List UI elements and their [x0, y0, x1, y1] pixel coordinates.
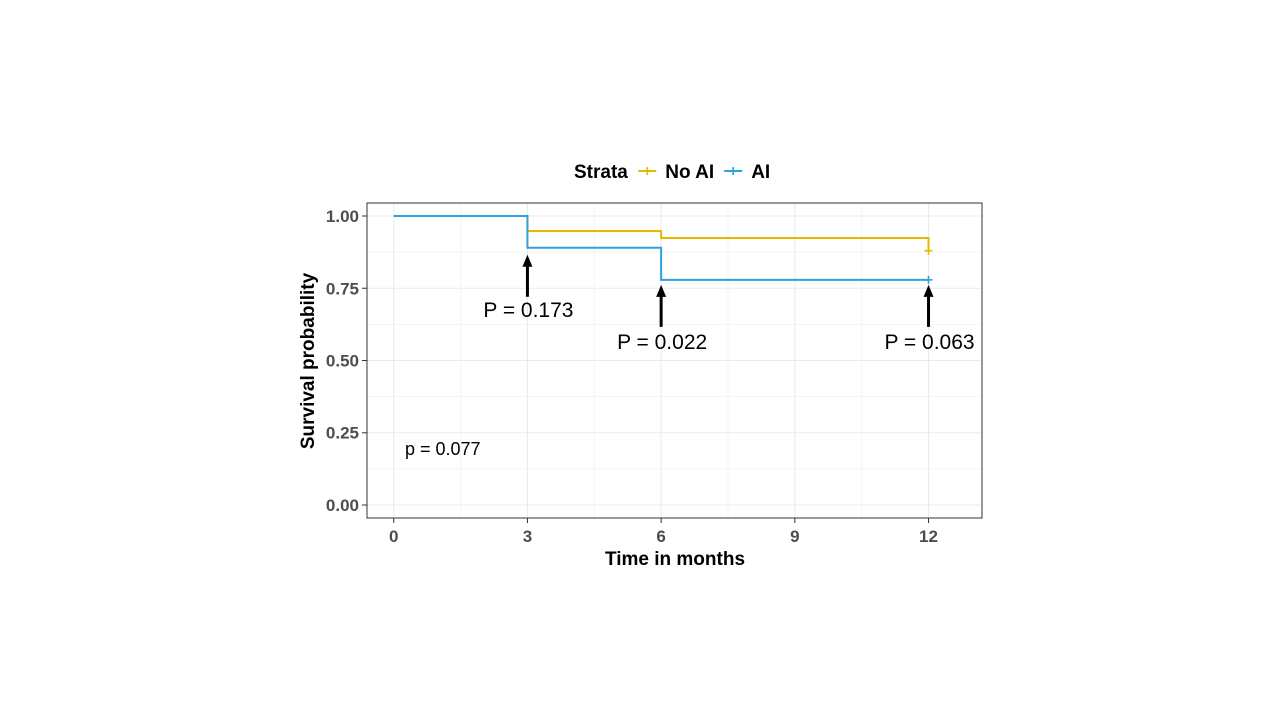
- x-tick-label: 9: [790, 527, 799, 546]
- x-axis: 0 3 6 9 12: [389, 518, 938, 546]
- annotation-label: P = 0.173: [483, 299, 573, 322]
- annotation-arrow: [656, 284, 667, 327]
- grid-major: [367, 203, 982, 518]
- x-tick-label: 6: [656, 527, 665, 546]
- y-axis: 0.00 0.25 0.50 0.75 1.00: [326, 207, 367, 515]
- annotation-arrow: [522, 254, 533, 297]
- y-tick-label: 0.50: [326, 352, 359, 371]
- legend-label: No AI: [665, 162, 714, 183]
- censor-mark: [924, 275, 933, 284]
- grid-minor: [367, 203, 982, 518]
- y-tick-label: 0.00: [326, 496, 359, 515]
- x-tick-label: 0: [389, 527, 398, 546]
- legend-label: AI: [751, 162, 770, 183]
- y-tick-label: 1.00: [326, 207, 359, 226]
- x-tick-label: 3: [523, 527, 532, 546]
- y-tick-label: 0.25: [326, 424, 359, 443]
- curve-ai: [393, 215, 929, 281]
- x-tick-label: 12: [919, 527, 938, 546]
- annotation-arrow: [923, 284, 934, 327]
- overall-pvalue: p = 0.077: [405, 439, 481, 459]
- legend-item: No AI: [638, 162, 714, 183]
- annotation-label: P = 0.022: [617, 331, 707, 354]
- y-axis-title: Survival probability: [298, 272, 319, 449]
- legend: Strata No AI AI: [574, 162, 770, 183]
- legend-item: AI: [724, 162, 770, 183]
- annotation-arrows: P = 0.173 P = 0.022 P = 0.063: [483, 254, 975, 354]
- y-tick-label: 0.75: [326, 279, 359, 298]
- censor-mark: [924, 246, 933, 255]
- survival-curves: [393, 215, 930, 281]
- legend-title: Strata: [574, 162, 628, 183]
- annotation-label: P = 0.063: [884, 331, 974, 354]
- censor-marks: [924, 246, 933, 284]
- x-axis-title: Time in months: [605, 549, 745, 570]
